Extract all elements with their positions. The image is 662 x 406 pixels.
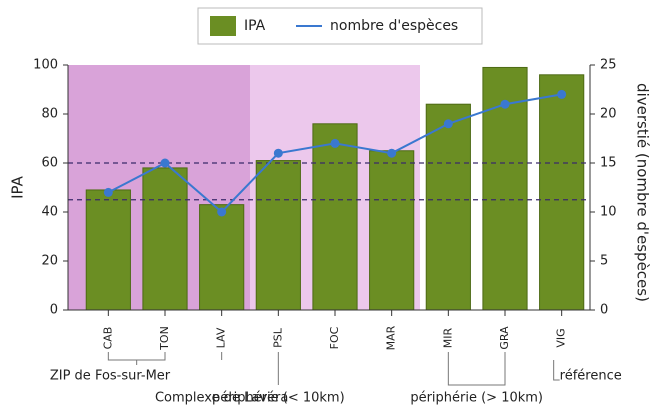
line-point [273,148,283,158]
group-bracket [107,352,166,365]
group-bracket [447,352,506,386]
y2-axis-label: diverstié (nombre d'espèces) [634,83,652,302]
bar [199,204,245,311]
y-axis-label: IPA [9,175,27,199]
line-point [217,207,227,217]
group-bracket [553,360,560,381]
x-tick-label: GRA [498,326,511,350]
x-tick-label: CAB [101,327,114,350]
y2-tick-label: 10 [600,205,617,220]
y-tick-label: 100 [33,58,58,73]
line-point [330,138,340,148]
group-label: référence [560,369,622,384]
y2-tick-label: 25 [600,58,617,73]
bar [255,160,301,311]
bar [85,189,131,311]
legend-swatch [210,16,236,36]
x-tick-label: LAV [215,327,228,348]
line-point [103,187,113,197]
legend-box [197,7,483,45]
y-tick-label: 80 [41,107,58,122]
bar [312,123,358,311]
line-point [557,89,567,99]
line-point [160,158,170,168]
x-tick-label: FOC [328,326,341,349]
bar [425,103,471,311]
line-point [443,119,453,129]
group-label: périphérie (> 10km) [410,391,543,406]
legend-label: nombre d'espèces [330,18,458,34]
y-tick-label: 40 [41,205,58,220]
bar [142,167,188,311]
x-tick-label: TON [158,326,171,351]
group-label: périphérie (< 10km) [212,391,345,406]
legend-label: IPA [244,18,266,34]
group-label: ZIP de Fos-sur-Mer [50,369,171,384]
x-tick-label: MAR [385,325,398,350]
y2-tick-label: 20 [600,107,617,122]
x-tick-label: MIR [441,327,454,348]
group-label: Complexe de Lavéra [155,391,288,406]
x-tick-label: VIG [555,328,568,347]
y-tick-label: 20 [41,254,58,269]
y2-tick-label: 5 [600,254,608,269]
x-tick-label: PSL [271,327,284,348]
line-point [387,148,397,158]
y2-tick-label: 15 [600,156,617,171]
bar [539,74,585,311]
y-tick-label: 0 [50,303,58,318]
y-tick-label: 60 [41,156,58,171]
y2-tick-label: 0 [600,303,608,318]
bar [369,150,415,311]
line-point [500,99,510,109]
